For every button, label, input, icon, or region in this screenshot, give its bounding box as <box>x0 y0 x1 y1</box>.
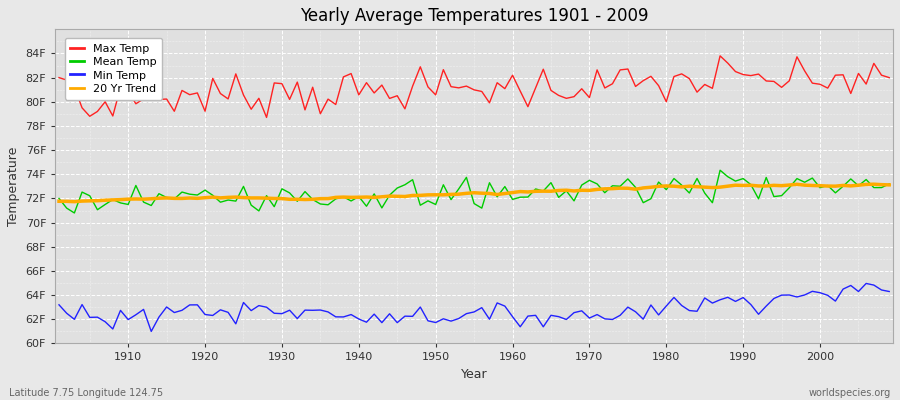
X-axis label: Year: Year <box>461 368 488 381</box>
Y-axis label: Temperature: Temperature <box>7 147 20 226</box>
Text: Latitude 7.75 Longitude 124.75: Latitude 7.75 Longitude 124.75 <box>9 388 163 398</box>
Text: worldspecies.org: worldspecies.org <box>809 388 891 398</box>
Legend: Max Temp, Mean Temp, Min Temp, 20 Yr Trend: Max Temp, Mean Temp, Min Temp, 20 Yr Tre… <box>65 38 162 100</box>
Title: Yearly Average Temperatures 1901 - 2009: Yearly Average Temperatures 1901 - 2009 <box>300 7 648 25</box>
